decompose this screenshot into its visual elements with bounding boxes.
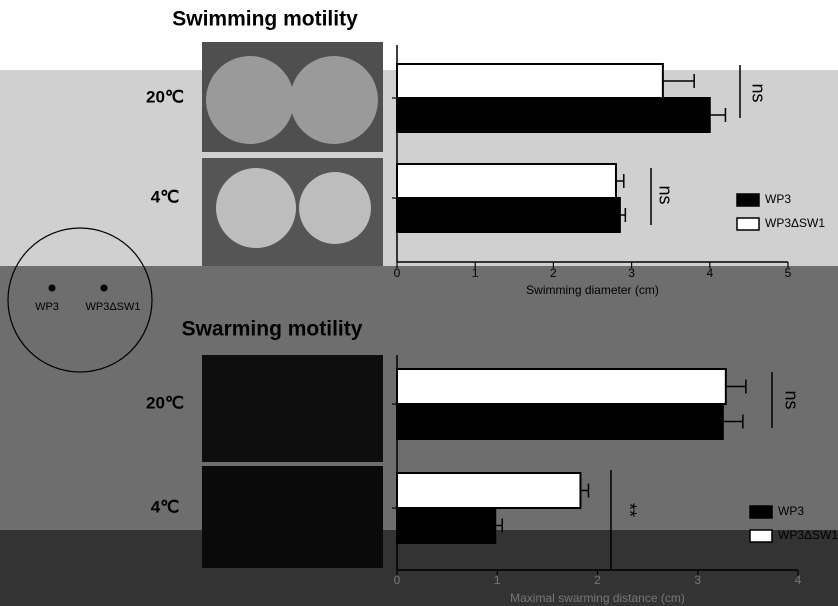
inoculation-dot [49, 285, 56, 292]
x-axis-label: Maximal swarming distance (cm) [510, 591, 685, 605]
bar [397, 404, 723, 439]
x-tick-label: 0 [394, 573, 401, 587]
x-tick-label: 0 [394, 266, 401, 280]
bar [397, 64, 663, 98]
colony [206, 56, 294, 144]
chart-title: Swarming motility [182, 318, 363, 341]
x-tick-label: 2 [594, 573, 601, 587]
category-label: 20℃ [146, 393, 184, 412]
legend-swatch [737, 194, 759, 206]
x-tick-label: 4 [706, 266, 713, 280]
category-label: 4℃ [151, 187, 180, 206]
x-tick-label: 2 [550, 266, 557, 280]
x-tick-label: 1 [472, 266, 479, 280]
colony [216, 168, 296, 248]
bar [397, 98, 710, 132]
x-tick-label: 3 [628, 266, 635, 280]
x-tick-label: 1 [494, 573, 501, 587]
x-axis-label: Swimming diameter (cm) [526, 283, 659, 297]
legend-label: WP3ΔSW1 [765, 216, 825, 230]
plate-photo [202, 466, 383, 568]
plate-photo [202, 355, 383, 462]
significance-label: ns [781, 390, 801, 409]
x-tick-label: 4 [795, 573, 802, 587]
category-label: 20℃ [146, 87, 184, 106]
category-label: 4℃ [151, 497, 180, 516]
legend-label: WP3 [778, 504, 804, 518]
bar [397, 369, 726, 404]
figure: WP3 WP3ΔSW1 Swimming motility 20℃ 4℃ WP3 WP3… [0, 0, 838, 606]
x-tick-label: 3 [694, 573, 701, 587]
significance-label: ** [619, 503, 639, 517]
legend-swatch [737, 218, 759, 230]
x-tick-label: 5 [785, 266, 792, 280]
significance-label: ns [748, 83, 768, 102]
legend-label: WP3 [765, 192, 791, 206]
colony [299, 172, 371, 244]
colony [290, 56, 378, 144]
legend-swatch [750, 506, 772, 518]
significance-label: ns [655, 185, 675, 204]
chart-title: Swimming motility [172, 8, 358, 31]
inoculation-dot [101, 285, 108, 292]
legend-swatch [750, 530, 772, 542]
bar [397, 473, 580, 508]
diagram-label: WP3ΔSW1 [85, 301, 140, 313]
diagram-label: WP3 [35, 301, 59, 313]
legend-label: WP3ΔSW1 [778, 528, 838, 542]
bar [397, 198, 620, 232]
bar [397, 508, 495, 543]
bar [397, 164, 616, 198]
